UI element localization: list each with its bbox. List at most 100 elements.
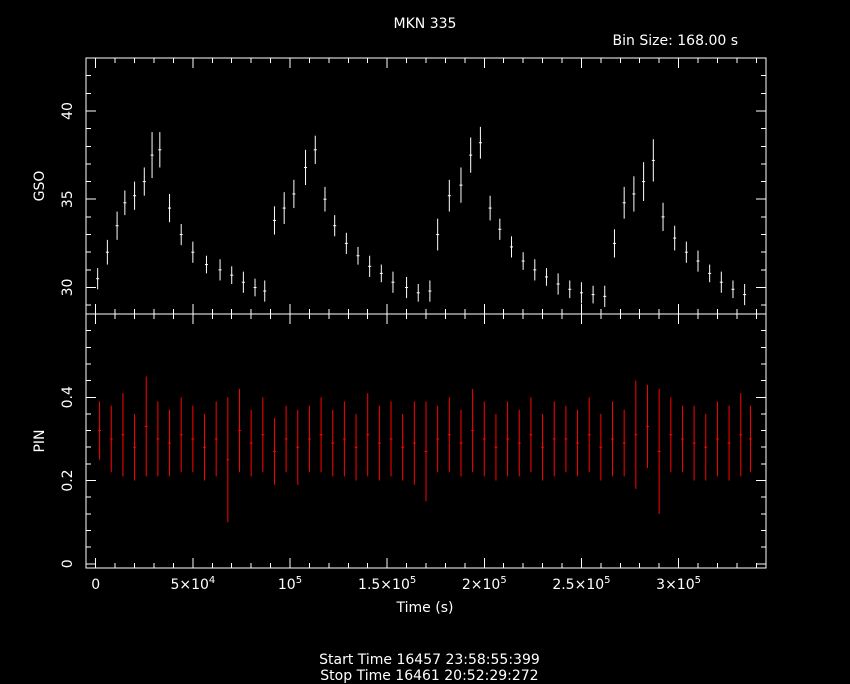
data-point [391,271,395,293]
gso-data-series [96,126,747,307]
data-point [494,413,498,481]
data-point [333,215,337,237]
data-point [541,413,545,481]
data-point [237,388,241,473]
data-point [313,135,317,164]
data-point [115,211,119,240]
data-point [284,405,288,473]
data-point [748,405,752,473]
data-point [459,167,463,203]
data-point [156,401,160,477]
data-point [292,179,296,209]
data-point [651,139,655,182]
data-point [342,401,346,477]
data-point [179,223,183,246]
data-point [715,401,719,477]
data-point [344,232,348,254]
data-point [226,397,230,523]
x-tick-label: 105 [278,575,302,593]
data-point [105,239,109,265]
data-point [191,241,195,263]
time-range-footer: Start Time 16457 23:58:55:399 Stop Time … [0,636,850,684]
data-point [179,397,183,473]
data-point [478,126,482,159]
data-point [739,393,743,477]
data-point [416,283,420,302]
data-point [263,280,267,302]
pin-data-series [98,376,752,523]
gso-axis-label: GSO [32,171,48,202]
data-point [708,264,712,283]
data-point [296,409,300,485]
data-point [98,401,102,460]
data-point [331,409,335,477]
data-point [424,401,428,502]
data-point [622,186,626,219]
data-point [123,190,127,216]
data-point [642,162,646,202]
data-point [459,409,463,477]
pin-y-ticks: 0 0.2 0.4 [60,313,766,568]
data-point [428,280,432,302]
data-point [622,409,626,477]
stop-time-label: Stop Time 16461 20:52:29:272 [320,668,539,684]
data-point [323,186,327,212]
data-point [727,405,731,481]
x-tick-label: 2.5×105 [552,575,610,593]
data-point [661,202,665,232]
data-point [482,401,486,477]
data-point [282,192,286,224]
data-point [568,280,572,299]
data-point [634,380,638,489]
start-time-label: Start Time 16457 23:58:55:399 [319,652,540,668]
y-tick-label: 0 [60,559,76,568]
data-point [611,401,615,477]
data-point [133,181,137,210]
x-tick-label: 0 [91,577,100,593]
bin-size-label: Bin Size: 168.00 s [613,33,738,49]
data-point [253,278,257,297]
data-point [307,405,311,473]
x-tick-label: 5×104 [170,575,215,593]
data-point [412,401,416,485]
data-point [673,225,677,251]
data-point [354,413,358,481]
data-point [368,255,372,277]
data-point [272,206,276,235]
data-point [632,176,636,212]
data-point [191,405,195,473]
gso-y-ticks: 30 35 40 [60,57,766,306]
y-tick-label: 30 [60,279,76,297]
data-point [552,401,556,477]
pin-x-ticks [95,314,757,568]
data-point [521,252,525,270]
data-point [488,195,492,221]
y-tick-label: 35 [60,190,76,208]
data-point [469,137,473,173]
data-point [214,401,218,477]
data-point [556,273,560,295]
data-point [529,397,533,473]
data-point [498,218,502,240]
data-point [669,397,673,473]
data-point [158,132,162,168]
data-point [203,413,207,481]
data-point [719,271,723,293]
data-point [142,167,146,196]
gso-x-ticks [95,58,757,314]
data-point [168,193,172,223]
data-point [436,218,440,251]
y-tick-label: 0.4 [60,386,76,408]
gso-panel: GSO 30 35 40 [32,57,767,315]
data-point [436,405,440,473]
x-tick-label: 1.5×105 [358,575,416,593]
data-point [696,250,700,272]
data-point [576,409,580,477]
data-point [144,376,148,477]
data-point [579,282,583,304]
data-point [204,255,208,274]
data-point [517,409,521,477]
data-point [599,413,603,481]
x-tick-label: 3×105 [656,575,701,593]
data-point [680,405,684,473]
